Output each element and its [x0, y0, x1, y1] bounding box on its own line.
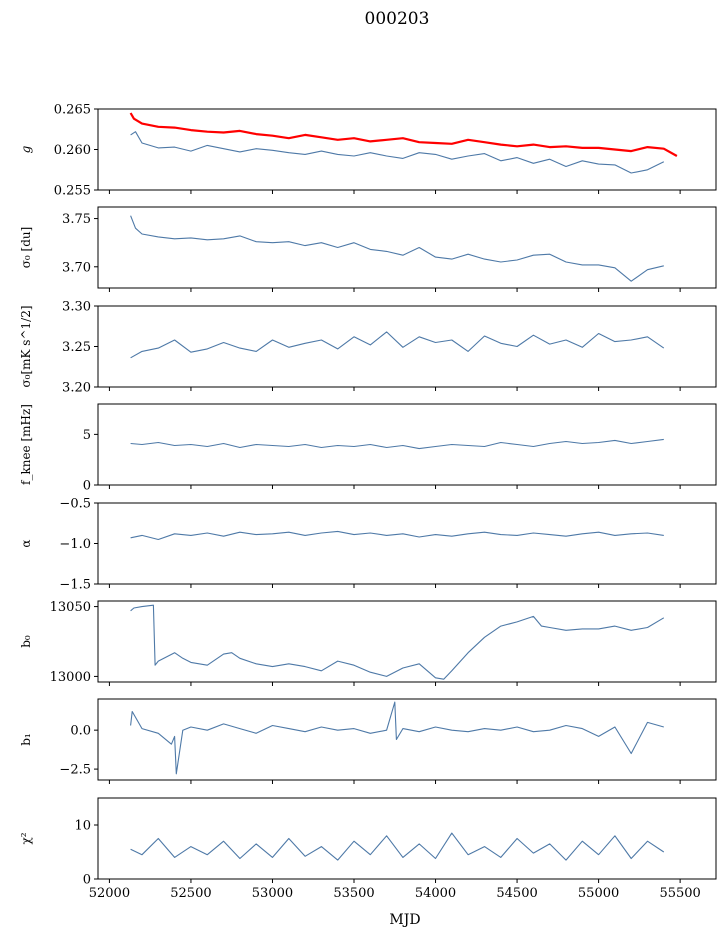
panel-2: 3.70 3.75 σ₀ [du] [19, 206, 717, 292]
axes-frame [97, 206, 717, 289]
x-tick-label: 52500 [170, 886, 211, 901]
x-tick-label: 54500 [496, 886, 537, 901]
y-tick-label: 3.70 [62, 260, 91, 275]
y-tick-label: 3.20 [62, 381, 91, 396]
axes-frame [97, 797, 717, 880]
series-line-1 [130, 215, 664, 282]
x-tick-label: 52000 [89, 886, 130, 901]
y-tick-label: −1.5 [59, 578, 91, 593]
y-tick-label: 3.25 [62, 340, 91, 355]
axes-frame [97, 403, 717, 486]
panel-5: −1.5 −1.0 −0.5 α [19, 497, 717, 593]
y-tick-label: 13000 [50, 670, 91, 685]
figure-title: 000203 [365, 9, 430, 29]
axes-frame [97, 305, 717, 388]
x-tick-label: 53000 [252, 886, 293, 901]
series-line-1 [130, 701, 664, 775]
axes-frame [97, 502, 717, 585]
y-axis-label: σ₀[mK s^1/2] [19, 305, 33, 387]
y-tick-label: 13050 [50, 600, 91, 615]
y-tick-label: 3.75 [62, 212, 91, 227]
y-tick-label: 0.265 [54, 103, 91, 118]
x-tick-label: 55500 [659, 886, 700, 901]
y-tick-label: 3.30 [62, 300, 91, 315]
panel-7: −2.5 0.0 b₁ [19, 698, 717, 784]
y-tick-label: 0 [83, 873, 91, 888]
panel-3: 3.20 3.25 3.30 σ₀[mK s^1/2] [19, 300, 717, 396]
series-line-1 [130, 438, 664, 450]
y-tick-label: −0.5 [59, 497, 91, 512]
y-tick-label: 5 [83, 428, 91, 443]
y-tick-label: 10 [74, 819, 91, 834]
x-tick-label: 55000 [578, 886, 619, 901]
y-tick-label: −2.5 [59, 763, 91, 778]
series-line-2 [130, 131, 665, 174]
y-axis-label: f_knee [mHz] [19, 404, 33, 485]
series-line-1 [130, 604, 665, 680]
y-tick-label: 0.260 [54, 143, 91, 158]
series-line-1 [130, 832, 665, 861]
panel-6: 13000 13050 b₀ [19, 600, 717, 686]
series-line-1 [130, 331, 665, 359]
y-axis-label: χ² [19, 832, 33, 844]
y-axis-label: σ₀ [du] [19, 227, 33, 269]
y-axis-label: α [19, 539, 33, 547]
y-tick-label: −1.0 [59, 537, 91, 552]
y-tick-label: 0 [83, 479, 91, 494]
series-line-1 [130, 530, 664, 541]
panel-1: 0.255 0.260 0.265 g [19, 103, 717, 199]
panel-8: 0 10 52000 52500 53000 53500 54000 54500 55000 55… [19, 797, 717, 901]
axes-frame [97, 698, 717, 781]
x-tick-label: 53500 [333, 886, 374, 901]
y-tick-label: 0.0 [70, 724, 91, 739]
series-line-1 [129, 112, 678, 157]
y-axis-label: b₁ [19, 733, 33, 746]
x-axis-label: MJD [389, 912, 420, 928]
y-axis-label: g [19, 145, 33, 153]
x-tick-label: 54000 [415, 886, 456, 901]
panel-4: 0 5 f_knee [mHz] [19, 403, 717, 494]
axes-frame [97, 600, 717, 683]
y-tick-label: 0.255 [54, 184, 91, 199]
y-axis-label: b₀ [19, 635, 33, 648]
